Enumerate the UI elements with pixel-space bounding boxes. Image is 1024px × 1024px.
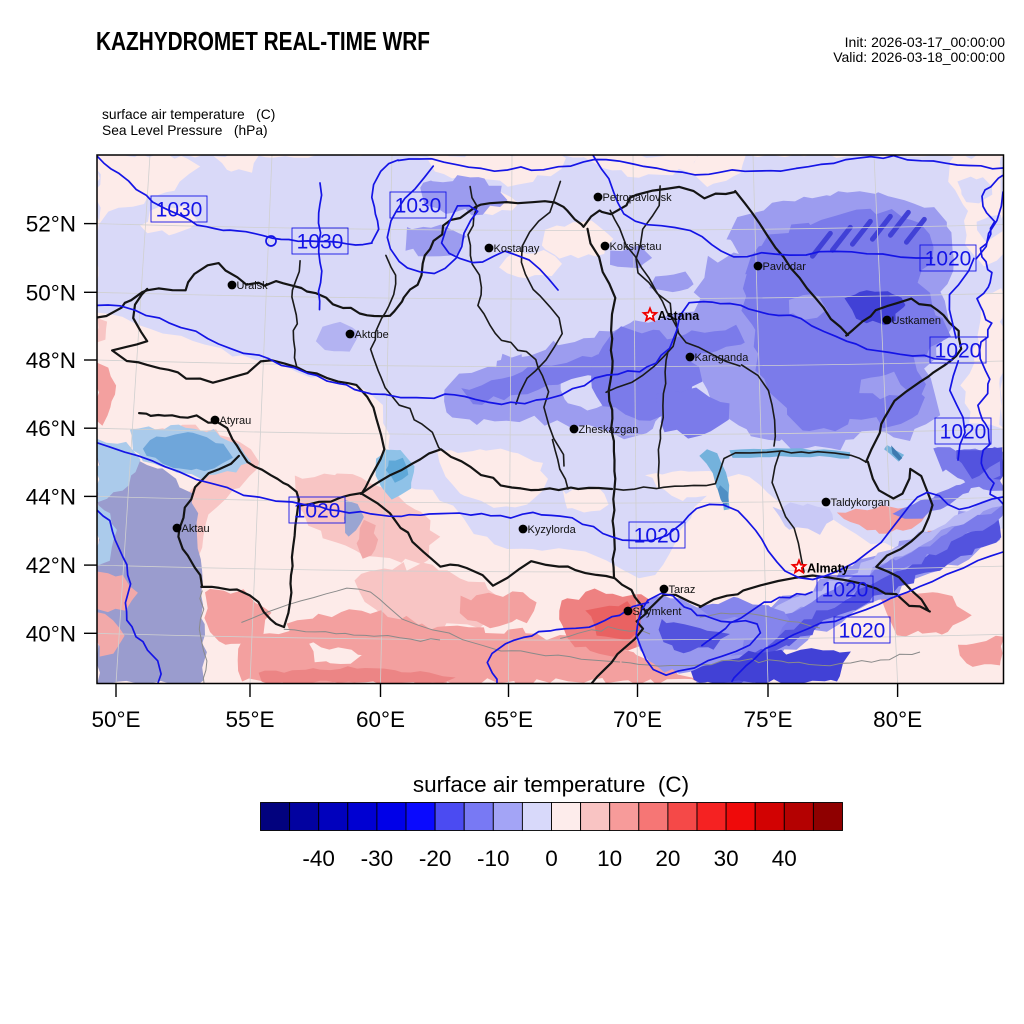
svg-text:40: 40 bbox=[772, 846, 797, 871]
svg-text:10: 10 bbox=[597, 846, 622, 871]
svg-text:Aktau: Aktau bbox=[182, 523, 210, 535]
svg-text:1020: 1020 bbox=[935, 340, 982, 363]
svg-text:Shymkent: Shymkent bbox=[633, 606, 682, 618]
svg-text:Taldykorgan: Taldykorgan bbox=[831, 497, 890, 509]
svg-text:50°N: 50°N bbox=[26, 280, 76, 305]
svg-text:1020: 1020 bbox=[940, 421, 987, 444]
svg-text:Kokshetau: Kokshetau bbox=[610, 241, 662, 253]
svg-text:1020: 1020 bbox=[634, 525, 681, 548]
svg-text:Zheskazgan: Zheskazgan bbox=[579, 424, 639, 436]
svg-text:Init: 2026-03-17_00:00:00: Init: 2026-03-17_00:00:00 bbox=[845, 34, 1006, 50]
svg-text:44°N: 44°N bbox=[26, 484, 76, 509]
svg-text:Karaganda: Karaganda bbox=[695, 352, 750, 364]
svg-text:55°E: 55°E bbox=[225, 707, 274, 732]
svg-text:Aktobe: Aktobe bbox=[355, 329, 389, 341]
svg-text:Uralsk: Uralsk bbox=[237, 280, 269, 292]
svg-text:30: 30 bbox=[714, 846, 739, 871]
svg-text:80°E: 80°E bbox=[873, 707, 922, 732]
svg-text:Ustkamen: Ustkamen bbox=[892, 315, 942, 327]
svg-text:Kyzylorda: Kyzylorda bbox=[528, 524, 577, 536]
svg-text:1020: 1020 bbox=[839, 620, 886, 643]
svg-text:60°E: 60°E bbox=[356, 707, 405, 732]
svg-text:75°E: 75°E bbox=[743, 707, 792, 732]
svg-text:48°N: 48°N bbox=[26, 348, 76, 373]
svg-text:-30: -30 bbox=[361, 846, 394, 871]
svg-text:1030: 1030 bbox=[297, 231, 344, 254]
svg-text:Atyrau: Atyrau bbox=[220, 415, 252, 427]
svg-text:1020: 1020 bbox=[294, 500, 341, 523]
svg-text:0: 0 bbox=[545, 846, 558, 871]
svg-text:70°E: 70°E bbox=[613, 707, 662, 732]
svg-text:Kostanay: Kostanay bbox=[494, 243, 540, 255]
svg-text:Sea Level Pressure (hPa): Sea Level Pressure (hPa) bbox=[102, 123, 268, 138]
svg-text:Almaty: Almaty bbox=[807, 562, 849, 576]
svg-text:Pavlodar: Pavlodar bbox=[763, 261, 807, 273]
svg-text:1020: 1020 bbox=[822, 579, 869, 602]
svg-text:Astana: Astana bbox=[658, 309, 701, 323]
svg-text:Taraz: Taraz bbox=[669, 584, 696, 596]
svg-text:-20: -20 bbox=[419, 846, 452, 871]
svg-text:46°N: 46°N bbox=[26, 416, 76, 441]
svg-text:65°E: 65°E bbox=[484, 707, 533, 732]
svg-text:Petropavlovsk: Petropavlovsk bbox=[603, 192, 673, 204]
svg-text:-10: -10 bbox=[477, 846, 510, 871]
svg-text:40°N: 40°N bbox=[26, 621, 76, 646]
svg-text:20: 20 bbox=[655, 846, 680, 871]
svg-text:52°N: 52°N bbox=[26, 212, 76, 237]
svg-text:surface air temperature (C): surface air temperature (C) bbox=[102, 107, 275, 122]
svg-text:-40: -40 bbox=[302, 846, 335, 871]
svg-text:42°N: 42°N bbox=[26, 553, 76, 578]
svg-text:1030: 1030 bbox=[395, 195, 442, 218]
svg-text:1030: 1030 bbox=[156, 199, 203, 222]
svg-text:50°E: 50°E bbox=[91, 707, 140, 732]
svg-text:surface air temperature (C): surface air temperature (C) bbox=[413, 772, 689, 797]
svg-text:1020: 1020 bbox=[925, 248, 972, 271]
svg-text:Valid: 2026-03-18_00:00:00: Valid: 2026-03-18_00:00:00 bbox=[833, 49, 1005, 65]
svg-text:KAZHYDROMET REAL-TIME WRF: KAZHYDROMET REAL-TIME WRF bbox=[96, 26, 430, 56]
